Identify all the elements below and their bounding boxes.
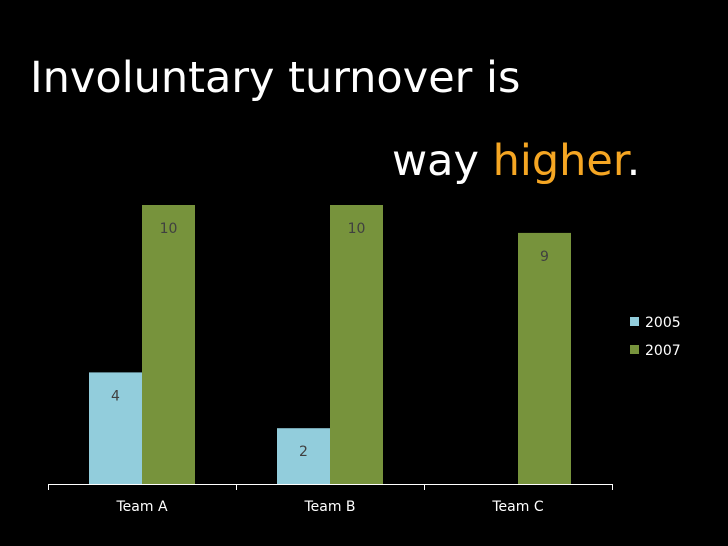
title-word-way: way xyxy=(392,136,493,186)
title-period: . xyxy=(626,136,641,186)
legend-swatch-2005 xyxy=(630,317,639,326)
data-label-2005-team-b: 2 xyxy=(299,444,308,460)
legend-label-2005: 2005 xyxy=(645,315,681,331)
x-tick-label: Team C xyxy=(491,499,543,515)
bar-2007-team-c xyxy=(518,232,571,484)
slide-title-line-1: Involuntary turnover is xyxy=(30,53,521,103)
legend-label-2007: 2007 xyxy=(645,343,681,359)
slide-title-line-2: way higher. xyxy=(392,140,640,183)
data-label-2007-team-c: 9 xyxy=(540,249,549,265)
data-label-2007-team-b: 10 xyxy=(348,221,366,237)
data-label-2005-team-a: 4 xyxy=(111,388,120,404)
x-tick-label: Team A xyxy=(115,499,167,515)
bar-2005-team-a xyxy=(89,372,142,484)
bar-2007-team-b xyxy=(330,205,383,484)
bar-2007-team-a xyxy=(142,205,195,484)
x-tick-label: Team B xyxy=(303,499,355,515)
legend-swatch-2007 xyxy=(630,345,639,354)
bar-2005-team-b xyxy=(277,428,330,484)
title-highlight-word: higher xyxy=(492,136,627,186)
data-label-2007-team-a: 10 xyxy=(160,221,178,237)
